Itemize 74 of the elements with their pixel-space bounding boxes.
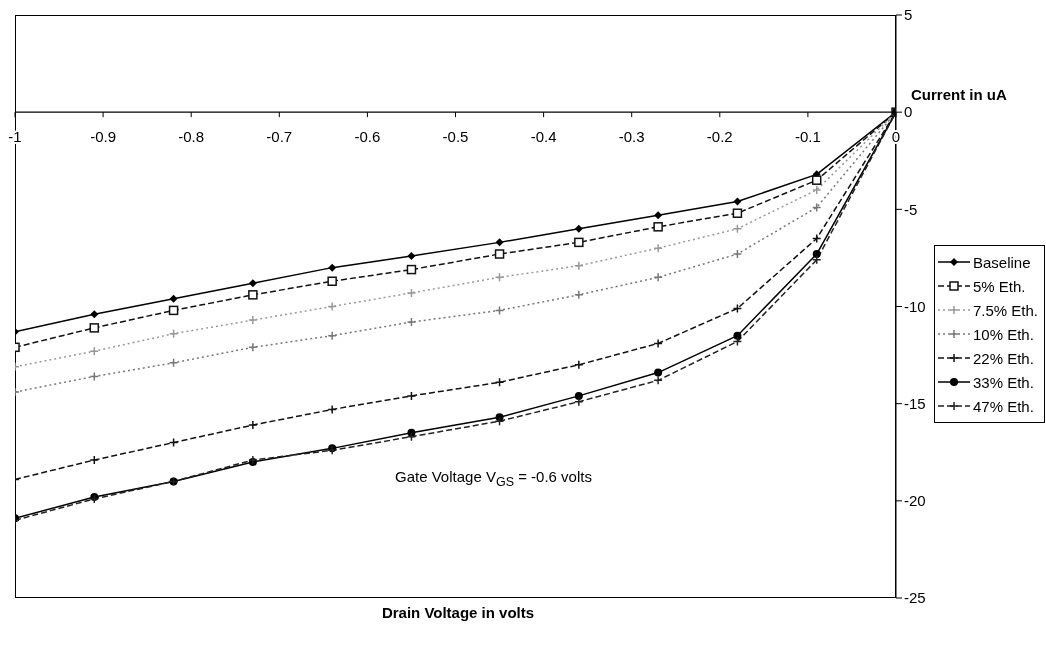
point (327, 330, 337, 341)
point (248, 279, 257, 288)
point (653, 375, 663, 386)
point (732, 208, 743, 218)
point (89, 346, 100, 356)
x-tick-label: -0.3 (618, 128, 645, 146)
point (653, 222, 663, 232)
legend-label: 47% Eth. (973, 397, 1034, 415)
y-tick-label: -25 (904, 589, 926, 607)
legend-label: 7.5% Eth. (973, 301, 1039, 319)
point (653, 272, 663, 283)
legend-label: 22% Eth. (973, 349, 1034, 367)
point (406, 288, 417, 298)
x-axis-title: Drain Voltage in volts (381, 604, 535, 621)
point (574, 391, 583, 400)
x-tick-label: -0.4 (530, 128, 557, 146)
legend-label: 10% Eth. (973, 325, 1034, 343)
point (574, 260, 584, 271)
x-tick-label: -0.1 (794, 128, 821, 146)
point (248, 315, 258, 325)
y-axis-title: Current in uA (911, 86, 1007, 103)
legend-label: 33% Eth. (973, 373, 1034, 391)
point (248, 290, 258, 300)
point (327, 404, 337, 415)
point (406, 317, 417, 327)
point (812, 250, 821, 259)
point (733, 331, 742, 340)
legend-label: Baseline (973, 253, 1031, 271)
point (574, 360, 584, 370)
point (327, 301, 337, 312)
y-tick-label: -15 (904, 394, 926, 412)
y-tick-label: -20 (904, 492, 926, 510)
point (406, 391, 417, 401)
point (574, 396, 584, 407)
point (654, 368, 663, 377)
point (654, 211, 663, 220)
x-tick-label: -0.9 (90, 128, 117, 146)
point (89, 323, 100, 333)
point (811, 175, 822, 185)
point (89, 455, 100, 465)
x-tick-label: -0.7 (266, 128, 293, 146)
x-tick-label: -0.5 (442, 128, 469, 146)
point (328, 263, 337, 272)
annotation: Gate Voltage V$_{GS}$ = -0.6 volts (395, 468, 592, 489)
point (168, 358, 179, 368)
point (811, 185, 822, 195)
point (168, 305, 179, 316)
point (494, 416, 505, 426)
y-tick-label: -10 (904, 297, 926, 315)
point (248, 342, 258, 353)
point (574, 224, 583, 233)
x-tick-label: -0.8 (178, 128, 205, 146)
point (732, 224, 743, 234)
x-tick-label: -0.6 (354, 128, 381, 146)
legend-label: 5% Eth. (973, 277, 1026, 295)
y-tick-label: 5 (904, 6, 913, 24)
point (733, 197, 742, 206)
point (495, 238, 504, 247)
x-tick-label: -0.2 (706, 128, 733, 146)
point (327, 276, 337, 286)
point (494, 249, 505, 259)
point (90, 310, 99, 319)
point (732, 249, 743, 259)
y-tick-label: -5 (904, 200, 918, 218)
point (653, 243, 663, 253)
point (407, 251, 416, 260)
point (406, 264, 417, 275)
point (574, 290, 584, 300)
point (169, 294, 178, 303)
y-tick-label: 0 (904, 103, 913, 121)
point (574, 237, 584, 248)
point (811, 255, 822, 265)
point (653, 338, 663, 349)
point (248, 420, 258, 430)
